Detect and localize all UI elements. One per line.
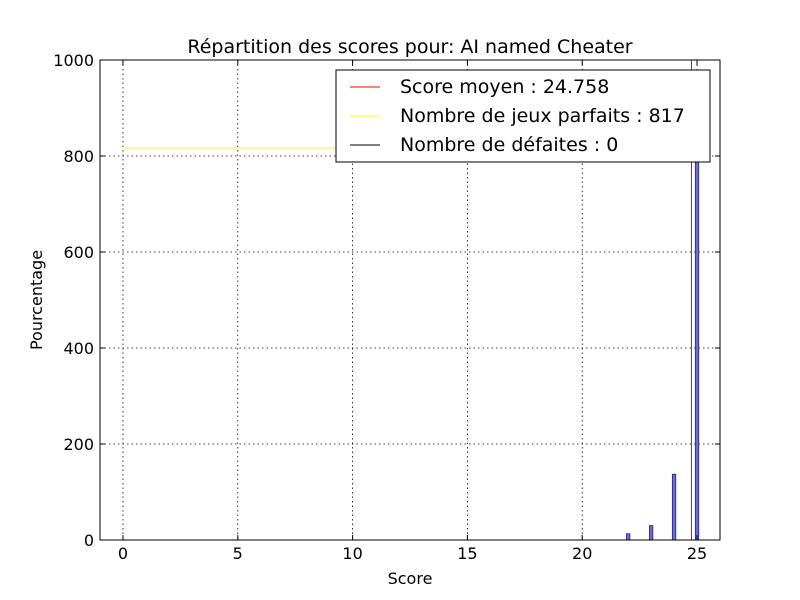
x-tick-label: 20 [572,544,592,563]
series-layer [122,147,698,541]
score-bar [671,473,677,541]
legend-label-mean: Score moyen : 24.758 [400,76,609,98]
score-bar [648,525,654,541]
legend-label-perfect: Nombre de jeux parfaits : 817 [400,105,685,127]
y-axis-label: Pourcentage [27,250,46,350]
y-tick-label: 400 [63,339,94,358]
chart-title: Répartition des scores pour: AI named Ch… [187,36,632,58]
x-tick-label: 5 [233,544,243,563]
score-bar [626,533,631,541]
legend-box [335,69,711,163]
y-tick-label: 1000 [53,51,94,70]
x-tick-label: 25 [687,544,707,563]
y-tick-label: 200 [63,435,94,454]
y-tick-label: 800 [63,147,94,166]
score-bar [694,147,700,541]
x-tick-label: 15 [457,544,477,563]
legend: Score moyen : 24.758 Nombre de jeux parf… [335,69,711,163]
plot-frame [99,59,721,541]
x-tick-label: 10 [342,544,362,563]
y-tick-label: 0 [84,531,94,550]
y-tick-label: 600 [63,243,94,262]
legend-label-defeats: Nombre de défaites : 0 [400,134,618,156]
axis-ticks: 0 5 10 15 20 25 0 200 400 600 800 1000 [53,51,720,563]
x-tick-label: 0 [118,544,128,563]
x-axis-label: Score [388,569,433,588]
